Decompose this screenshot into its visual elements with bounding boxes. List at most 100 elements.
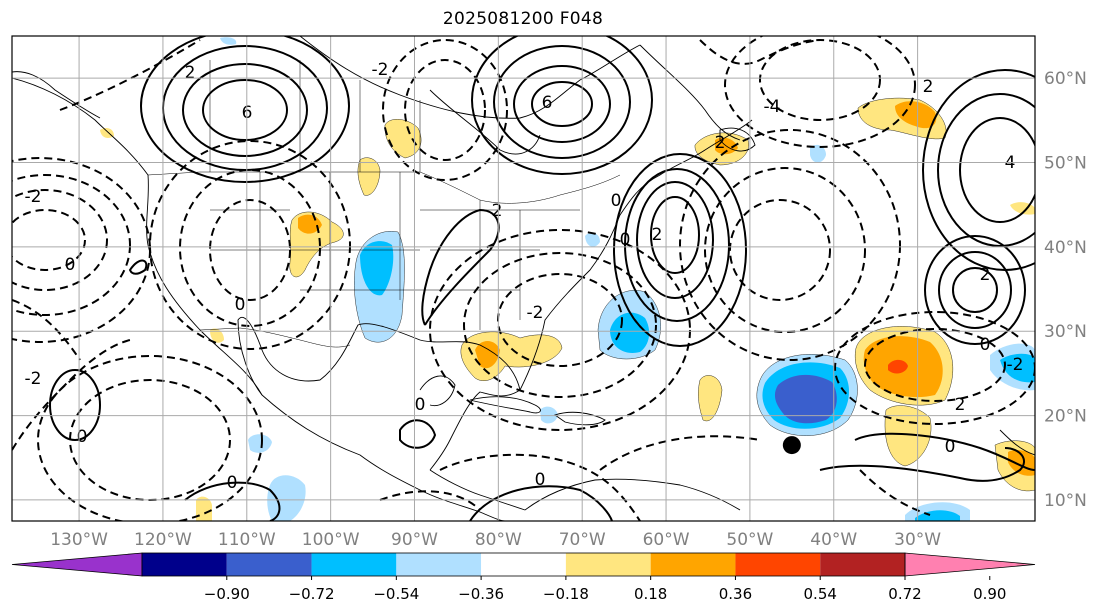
contour-label: 0 <box>65 255 76 275</box>
negative-anomaly-region <box>220 37 237 45</box>
anomaly-shading <box>100 37 1035 521</box>
contour-label: 2 <box>923 77 934 97</box>
contour-label: 2 <box>185 63 196 83</box>
positive-anomaly-region <box>895 101 937 129</box>
latitude-tick-label: 40°N <box>1044 238 1087 258</box>
longitude-tick-label: 60°W <box>643 530 690 550</box>
positive-anomaly-region <box>460 331 563 381</box>
high-center-nw <box>182 63 308 157</box>
pacific-contour <box>184 481 281 521</box>
high-center-atlantic <box>650 196 700 274</box>
colorbar-bin <box>735 553 821 576</box>
low-center-trop <box>864 328 1006 402</box>
colorbar-bin <box>396 553 482 576</box>
hispaniola-coast <box>554 411 606 426</box>
latitude-tick-label: 30°N <box>1044 322 1087 342</box>
canadian-arctic-coast <box>299 36 641 119</box>
colorbar-extend-low <box>11 552 143 577</box>
zero-contour-gulf <box>421 208 500 326</box>
low-center-trop <box>834 311 1035 425</box>
high-center-east2 <box>952 267 998 313</box>
colorbar-tick-label: −0.72 <box>289 585 335 603</box>
contour-label: 2 <box>492 201 503 221</box>
zero-contour-sa <box>469 485 613 521</box>
colorbar-bin <box>311 553 397 576</box>
low-center-ne-atl <box>724 36 916 148</box>
province-borders <box>209 60 421 172</box>
small-high-pacific <box>49 369 101 441</box>
positive-contours <box>49 36 1035 521</box>
negative-anomaly-region <box>774 374 837 424</box>
longitude-tick-label: 80°W <box>475 530 522 550</box>
westcoast-contour <box>128 259 148 275</box>
negative-anomaly-region <box>540 406 558 424</box>
colorbar-tick-label: 0.54 <box>804 585 837 603</box>
high-center-east <box>959 117 1035 223</box>
alaska-coast <box>12 71 101 119</box>
low-center-west <box>12 189 108 291</box>
positive-anomaly-region <box>475 341 500 369</box>
contour-label: 0 <box>535 470 546 490</box>
colorbar-tick-label: −0.18 <box>543 585 589 603</box>
us-mexico-border <box>199 327 351 348</box>
south-america-coast <box>524 478 741 511</box>
negative-anomaly-region <box>248 434 272 453</box>
latitude-tick-label: 10°N <box>1044 491 1087 511</box>
dashed-contour <box>12 299 81 361</box>
political-borders <box>147 60 621 348</box>
contour-label: 0 <box>227 473 238 493</box>
central-america-coast <box>429 469 526 511</box>
longitude-labels: 130°W 120°W 110°W 100°W 90°W 80°W 70°W 60°W 50°W… <box>50 530 941 550</box>
negative-anomaly-region <box>1000 353 1035 383</box>
newfoundland-coast <box>719 127 756 152</box>
longitude-tick-label: 130°W <box>50 530 108 550</box>
contour-label: -2 <box>527 303 544 323</box>
dashed-contour <box>699 39 821 65</box>
latitude-tick-label: 50°N <box>1044 154 1087 174</box>
colorbar-tick-label: −0.36 <box>458 585 504 603</box>
positive-anomaly-region <box>196 496 212 521</box>
low-center-pacific <box>37 355 263 521</box>
high-center-nw <box>202 79 288 141</box>
high-center-labrador <box>531 81 593 127</box>
low-center-greatlakes <box>404 59 486 161</box>
latitude-tick-label: 60°N <box>1044 69 1087 89</box>
cuba-coast <box>469 396 541 414</box>
colorbar-tick-label: −0.54 <box>373 585 419 603</box>
contour-label: 2 <box>652 225 663 245</box>
negative-anomaly-region <box>267 475 306 521</box>
high-center-nw <box>140 36 350 183</box>
negative-anomaly-region <box>810 144 826 163</box>
low-center-midatlantic <box>463 252 657 398</box>
low-center-central-atl <box>729 199 831 301</box>
longitude-tick-label: 30°W <box>894 530 941 550</box>
dashed-contour <box>439 453 641 521</box>
colorbar-outline <box>141 552 906 577</box>
yucatan-coast <box>419 375 456 407</box>
low-center-central-atl <box>704 167 866 333</box>
high-center-east <box>937 93 1035 247</box>
dashed-contour <box>379 490 481 511</box>
colorbar-tick-label: 0.72 <box>888 585 921 603</box>
contour-label: 2 <box>955 395 966 415</box>
contour-label: 0 <box>980 335 991 355</box>
negative-anomaly-region <box>585 232 600 247</box>
high-center-east2 <box>938 251 1012 329</box>
contour-label: 0 <box>611 191 622 211</box>
negative-contours <box>12 36 1035 521</box>
labrador-coast <box>639 44 741 141</box>
state-borders <box>210 172 580 330</box>
high-center-atlantic <box>636 181 714 299</box>
high-center-east2 <box>924 235 1026 345</box>
low-center-midatlantic <box>429 229 691 431</box>
low-center-pacific <box>69 379 231 501</box>
longitude-tick-label: 100°W <box>302 530 360 550</box>
colorbar-tick-label: 0.36 <box>719 585 752 603</box>
contour-label: -2 <box>1007 355 1024 375</box>
contour-label: 0 <box>415 395 426 415</box>
contour-label: 0 <box>945 437 956 457</box>
dashed-contour <box>599 435 761 471</box>
us-canada-border <box>147 171 621 204</box>
colorbar-bin <box>650 553 736 576</box>
